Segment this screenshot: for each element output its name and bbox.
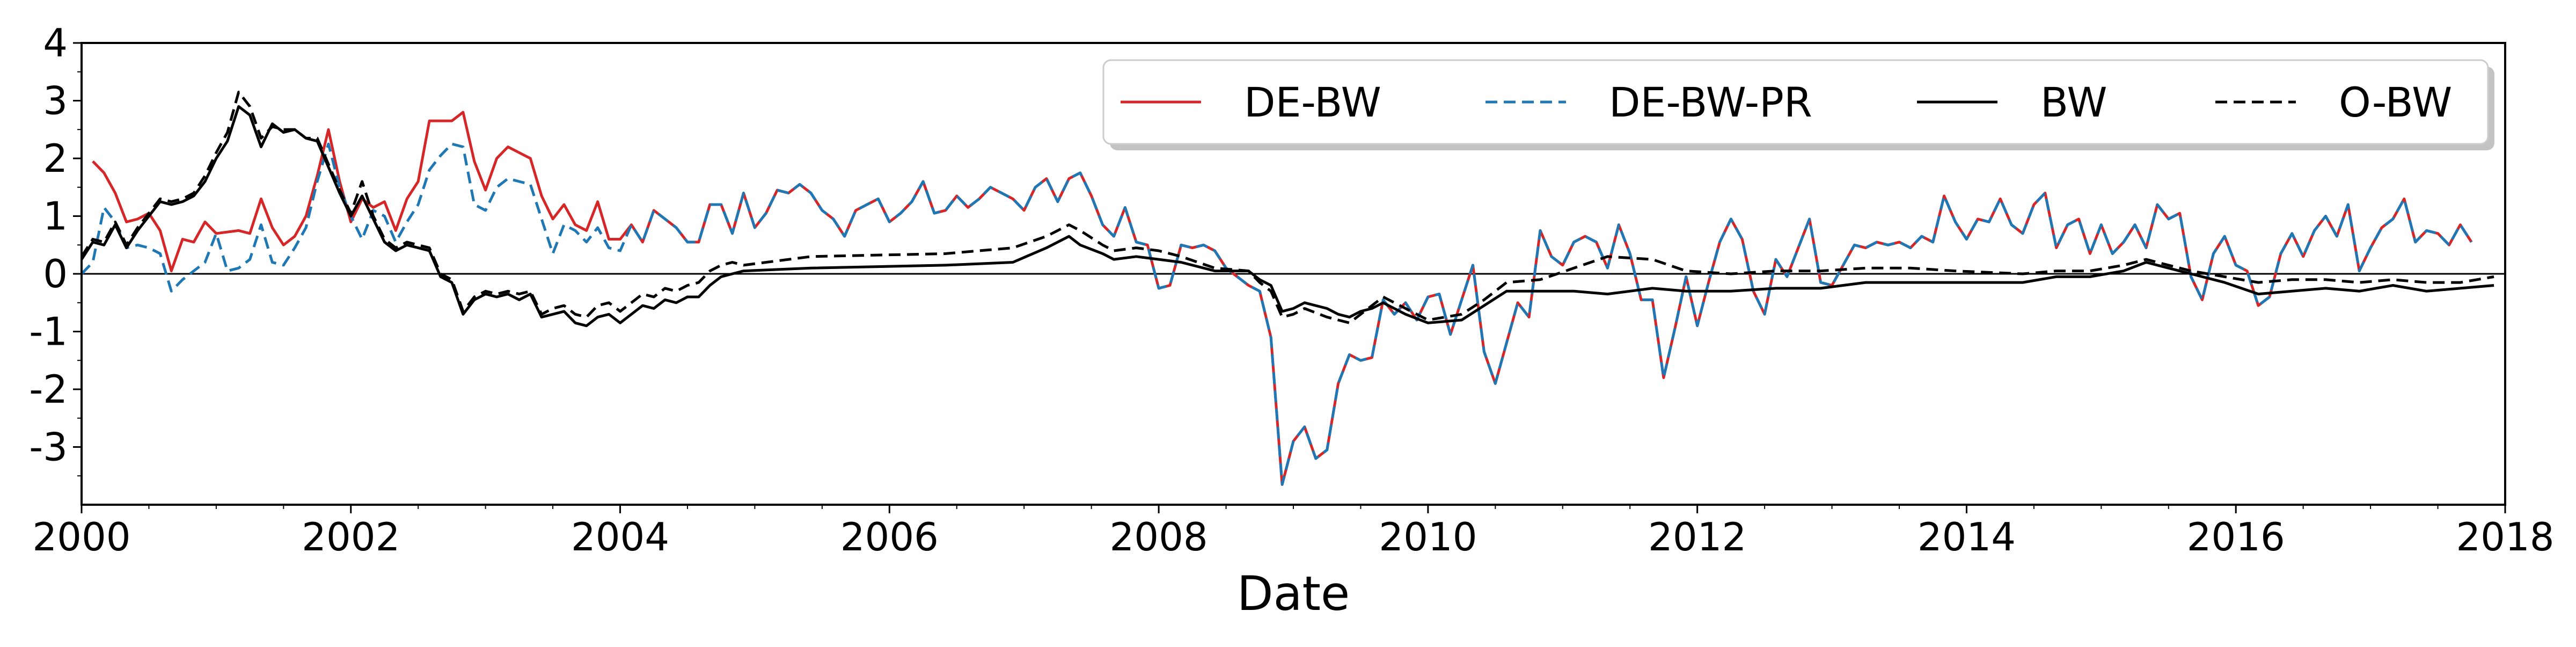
series-line-o-bw (80, 90, 2494, 324)
x-tick-label: 2002 (302, 514, 400, 559)
x-tick-label: 2018 (2456, 514, 2554, 559)
legend-box (1102, 59, 2489, 145)
y-tick-label: -2 (29, 367, 68, 412)
series-layer (80, 90, 2494, 486)
y-tick-label: 3 (43, 78, 68, 123)
x-tick-label: 2004 (571, 514, 669, 559)
x-tick-label: 2010 (1379, 514, 1477, 559)
legend-label-o-bw: O-BW (2339, 78, 2452, 126)
y-tick-label: 2 (43, 136, 68, 181)
y-tick-label: 4 (43, 20, 68, 66)
y-tick-label: 0 (43, 251, 68, 296)
x-tick-label: 2012 (1648, 514, 1746, 559)
series-line-de-bw-pr (80, 142, 2473, 486)
x-tick-label: 2014 (1918, 514, 2016, 559)
legend-label-bw: BW (2040, 78, 2107, 126)
y-tick-label: -1 (29, 309, 68, 354)
y-tick-label: 1 (43, 194, 68, 239)
x-tick-label: 2016 (2187, 514, 2285, 559)
legend: DE-BW DE-BW-PR BW O-BW (1102, 59, 2494, 150)
x-tick-label: 2006 (840, 514, 939, 559)
x-axis-title: Date (1237, 566, 1350, 621)
legend-label-de-bw: DE-BW (1244, 78, 1381, 126)
ticks-layer: 2000 2002 2004 2006 2008 2010 2012 2014 2016 2018… (29, 20, 2554, 559)
legend-label-de-bw-pr: DE-BW-PR (1609, 78, 1812, 126)
x-tick-label: 2000 (32, 514, 130, 559)
y-tick-label: -3 (29, 425, 68, 470)
x-tick-label: 2008 (1109, 514, 1208, 559)
